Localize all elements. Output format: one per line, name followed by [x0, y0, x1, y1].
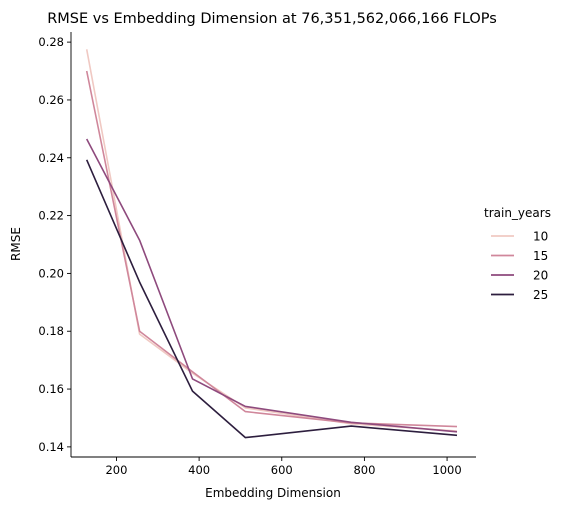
y-tick-label: 0.22 [38, 209, 64, 223]
series-line-25 [85, 159, 458, 439]
y-axis-label: RMSE [9, 227, 23, 261]
axes-layer: 200 400 600 800 1000 0.14 0.16 0.18 0.20 0.22 0.24… [38, 32, 476, 477]
chart-title: RMSE vs Embedding Dimension at 76,351,56… [47, 11, 497, 27]
series-line-10 [85, 49, 458, 432]
y-tick-label: 0.26 [38, 93, 64, 107]
y-tick-label: 0.24 [38, 151, 64, 165]
legend-title: train_years [484, 206, 551, 220]
x-axis-label: Embedding Dimension [205, 486, 341, 500]
x-tick-label: 400 [188, 463, 210, 477]
legend-label-10: 10 [533, 230, 548, 244]
y-tick-label: 0.20 [38, 266, 64, 280]
y-tick-label: 0.28 [38, 35, 64, 49]
x-tick-label: 800 [353, 463, 375, 477]
legend-label-15: 15 [533, 249, 548, 263]
y-tick-label: 0.16 [38, 382, 64, 396]
x-tick-label: 200 [105, 463, 127, 477]
series-line-20 [85, 138, 458, 433]
y-tick-label: 0.18 [38, 324, 64, 338]
legend: train_years 10 15 20 25 [484, 206, 551, 302]
legend-label-25: 25 [533, 288, 548, 302]
series-layer [85, 49, 458, 439]
y-tick-label: 0.14 [38, 440, 64, 454]
x-tick-label: 1000 [432, 463, 461, 477]
legend-label-20: 20 [533, 269, 548, 283]
x-tick-label: 600 [271, 463, 293, 477]
